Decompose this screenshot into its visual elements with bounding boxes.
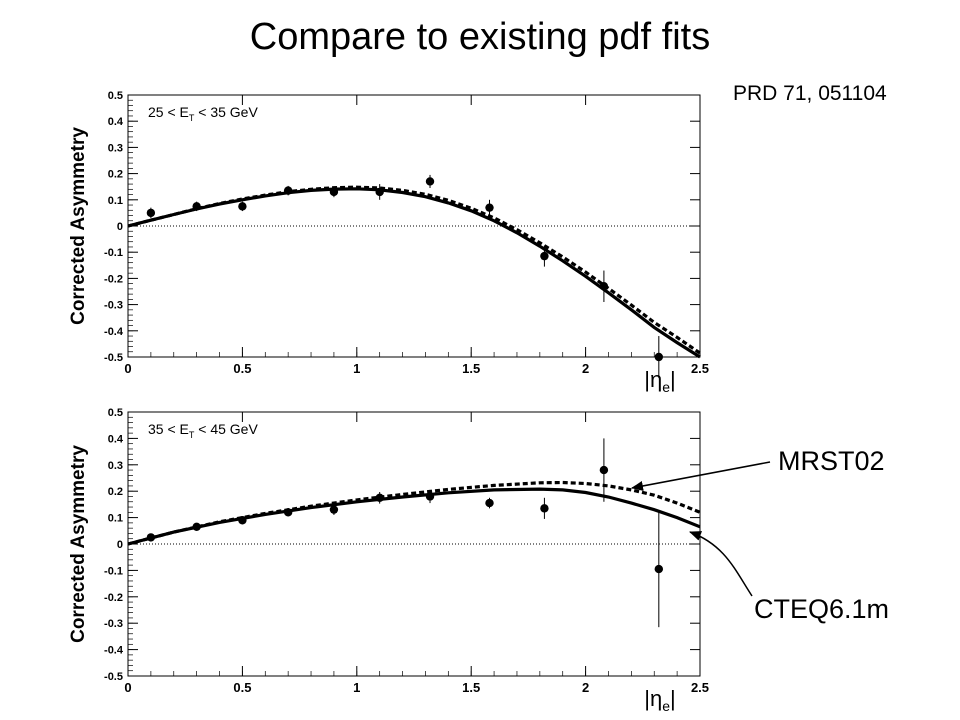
y-tick-label: -0.5 bbox=[104, 352, 123, 364]
data-point bbox=[192, 522, 201, 532]
data-point bbox=[654, 352, 664, 362]
curve-cteq61m bbox=[127, 187, 701, 359]
data-point bbox=[654, 564, 664, 574]
callout-arrow-cteq61m bbox=[689, 531, 753, 597]
x-tick-label: 2.5 bbox=[691, 361, 709, 376]
y-axis-label: Corrected Asymmetry bbox=[68, 445, 89, 643]
panel-label: 35 < ET < 45 GeV bbox=[148, 421, 258, 440]
y-tick-label: 0.2 bbox=[108, 486, 123, 498]
y-tick-label: -0.4 bbox=[104, 326, 124, 338]
data-point bbox=[540, 504, 549, 513]
x-tick-label: 1.5 bbox=[462, 680, 480, 695]
data-point bbox=[425, 177, 435, 186]
data-point bbox=[485, 498, 494, 508]
data-point bbox=[192, 202, 201, 211]
data-point bbox=[329, 187, 339, 197]
y-tick-label: -0.1 bbox=[104, 565, 123, 577]
panel-bottom: -0.5 -0.4 -0.3 -0.2 -0.1 0 0.1 0.2 0.3 0.4 0.5 0 0.5… bbox=[68, 407, 709, 714]
y-tick-label: 0.5 bbox=[108, 90, 123, 102]
panel-label: 25 < ET < 35 GeV bbox=[148, 104, 258, 123]
y-tick-label: 0.4 bbox=[108, 433, 124, 445]
y-tick-label: 0.3 bbox=[108, 460, 123, 472]
data-point bbox=[540, 251, 549, 261]
x-tick-label: 2 bbox=[582, 680, 589, 695]
y-tick-label: 0 bbox=[117, 221, 123, 233]
y-tick-label: -0.3 bbox=[104, 618, 123, 630]
y-tick-label: -0.1 bbox=[104, 247, 123, 259]
slide-title: Compare to existing pdf fits bbox=[249, 16, 711, 58]
x-tick-label: 2 bbox=[582, 361, 589, 376]
data-point bbox=[425, 492, 435, 501]
data-point bbox=[375, 493, 384, 502]
x-tick-label: 1 bbox=[353, 680, 360, 695]
data-point bbox=[329, 505, 339, 514]
y-tick-label: -0.4 bbox=[104, 645, 124, 657]
x-tick-label: 0.5 bbox=[233, 680, 251, 695]
y-tick-label: 0.5 bbox=[108, 407, 123, 419]
data-point bbox=[375, 187, 384, 197]
x-tick-label: 1.5 bbox=[462, 361, 480, 376]
data-point bbox=[599, 282, 609, 291]
y-tick-label: -0.2 bbox=[104, 592, 123, 604]
curve-mrst02 bbox=[127, 185, 701, 355]
x-axis-label: |ηe| bbox=[644, 367, 675, 395]
y-tick-label: 0.4 bbox=[108, 116, 124, 128]
data-point bbox=[146, 208, 156, 218]
curve-mrst02 bbox=[127, 480, 701, 546]
data-point bbox=[283, 508, 293, 517]
data-point bbox=[599, 465, 609, 475]
y-tick-label: -0.2 bbox=[104, 273, 123, 285]
x-tick-label: 2.5 bbox=[691, 680, 709, 695]
callout-mrst02: MRST02 bbox=[778, 446, 885, 476]
curve-cteq61m bbox=[127, 487, 701, 546]
y-tick-label: -0.3 bbox=[104, 300, 123, 312]
y-axis-label: Corrected Asymmetry bbox=[68, 127, 89, 325]
callout-cteq61m: CTEQ6.1m bbox=[754, 594, 890, 624]
x-tick-label: 0.5 bbox=[233, 361, 251, 376]
y-tick-label: 0.1 bbox=[108, 513, 123, 525]
y-tick-label: 0.3 bbox=[108, 142, 123, 154]
x-tick-label: 0 bbox=[124, 680, 131, 695]
x-axis-label: |ηe| bbox=[644, 686, 675, 714]
y-tick-label: 0.1 bbox=[108, 195, 123, 207]
y-tick-label: 0.2 bbox=[108, 169, 123, 181]
data-point bbox=[485, 203, 494, 212]
data-point bbox=[238, 202, 247, 211]
reference-citation: PRD 71, 051104 bbox=[733, 82, 887, 105]
callout-arrow-mrst02 bbox=[631, 461, 771, 491]
x-tick-label: 0 bbox=[124, 361, 131, 376]
data-point bbox=[238, 516, 247, 525]
panel-top: -0.5 -0.4 -0.3 -0.2 -0.1 0 0.1 0.2 0.3 0.4 0.5 0 0.5… bbox=[68, 90, 709, 395]
data-point bbox=[146, 533, 156, 542]
data-point bbox=[283, 186, 293, 195]
y-tick-label: -0.5 bbox=[104, 671, 123, 683]
y-tick-label: 0 bbox=[117, 539, 123, 551]
x-tick-label: 1 bbox=[353, 361, 360, 376]
